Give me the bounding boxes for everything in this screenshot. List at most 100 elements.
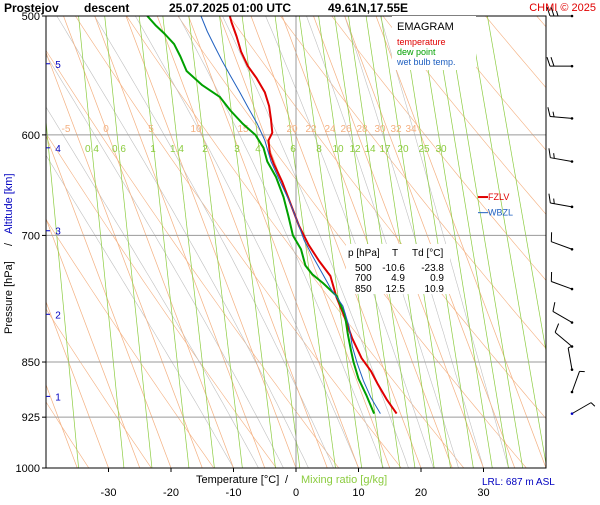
wind-barb-staff: [553, 311, 572, 322]
x-axis-separator: /: [285, 474, 289, 486]
x-tick-label: -30: [101, 487, 117, 499]
mixing-ratio-label: 17: [379, 144, 391, 155]
table-cell-t-850: 12.5: [386, 284, 406, 295]
wind-barb-base: [571, 206, 574, 209]
mixing-ratio-label: 4: [255, 144, 261, 155]
isotherm-label: 26: [340, 124, 352, 135]
mixing-ratio-line: [469, 16, 546, 468]
mixing-ratio-line: [299, 16, 361, 468]
isotherm-line: [126, 16, 296, 468]
isotherm-label: 22: [305, 124, 317, 135]
isotherm-label: 0: [103, 124, 109, 135]
wind-barb: [551, 232, 573, 250]
y-axis-title: Pressure [hPa] / Altitude [km]: [3, 173, 15, 334]
y-tick-label: 500: [22, 11, 40, 23]
wind-barb-half-flag: [591, 403, 595, 407]
y-tick-label: 1000: [16, 463, 40, 475]
wind-barb-base: [571, 65, 574, 68]
wbzl-label: WBZL: [488, 208, 513, 218]
isotherm-label: 30: [374, 124, 386, 135]
wind-barb: [548, 107, 573, 119]
dry-adiabat: [588, 16, 600, 468]
mixing-ratio-line: [348, 16, 415, 468]
summary-table: p [hPa] T Td [°C] 500 -10.6 -23.8 700 4.…: [346, 244, 450, 295]
wind-barb-staff: [550, 158, 572, 162]
table-header-p: p [hPa]: [348, 248, 380, 259]
profile-series: [147, 16, 396, 414]
isotherm-label: 32: [390, 124, 402, 135]
isotherm-label: 34: [405, 124, 417, 135]
table-cell-td-850: 10.9: [425, 284, 445, 295]
wind-barb-flag: [555, 324, 558, 333]
mixing-ratio-line: [189, 16, 243, 468]
moist-adiabat: [179, 16, 384, 468]
isotherm-line: [95, 16, 265, 468]
isotherm-label: 10: [190, 124, 202, 135]
x-tick-label: 10: [352, 487, 364, 499]
mixing-ratio-label: 14: [364, 144, 376, 155]
x-tick-label: -20: [163, 487, 179, 499]
lrl-note: LRL: 687 m ASL: [482, 477, 555, 488]
header-coords: 49.61N,17.55E: [328, 1, 408, 15]
legend: EMAGRAM temperature dew point wet bulb t…: [392, 16, 476, 70]
mixing-ratio-label: 1: [150, 144, 156, 155]
wind-barb-base: [571, 15, 574, 18]
altitude-tick-label: 2: [55, 310, 61, 321]
wind-barb-base: [571, 391, 574, 394]
series-line-dew-point: [147, 16, 374, 414]
isotherm-label: -5: [62, 124, 71, 135]
isotherm-line: [345, 16, 515, 468]
isotherm-label: 5: [148, 124, 154, 135]
mixing-ratio-line: [419, 16, 492, 468]
legend-dew-point: dew point: [397, 47, 436, 57]
wind-barb-base: [571, 160, 574, 163]
mixing-ratio-label: 0.6: [112, 144, 126, 155]
table-header-t: T: [392, 248, 398, 259]
header-datetime: 25.07.2025 01:00 UTC: [169, 1, 291, 15]
mixing-ratio-label: 3: [234, 144, 240, 155]
y-tick-label: 600: [22, 130, 40, 142]
y-tick-label: 850: [22, 357, 40, 369]
fzlv-label: FZLV: [488, 192, 509, 202]
isotherm-label: 15: [237, 124, 249, 135]
legend-wet-bulb: wet bulb temp.: [396, 57, 456, 67]
table-cell-td-700: 0.9: [430, 273, 444, 284]
mixing-ratio-label: 1.4: [170, 144, 184, 155]
mixing-ratio-label: 10: [332, 144, 344, 155]
x-tick-label: 0: [293, 487, 299, 499]
header-mode: descent: [84, 1, 129, 15]
y-tick-label: 925: [22, 412, 40, 424]
mixing-ratio-label: 20: [397, 144, 409, 155]
wind-barb: [551, 272, 573, 290]
isotherm-line: [376, 16, 546, 468]
mixing-ratio-label: 0.4: [85, 144, 99, 155]
table-header-td: Td [°C]: [412, 248, 443, 259]
wind-barb: [571, 403, 595, 415]
mixing-ratio-line: [335, 16, 400, 468]
isotherm-line: [251, 16, 421, 468]
wind-barb-base: [571, 321, 574, 324]
header-copyright: CHMI © 2025: [529, 2, 596, 14]
isotherm-line: [189, 16, 359, 468]
table-cell-p-850: 850: [355, 284, 372, 295]
mixing-ratio-label: 12: [349, 144, 361, 155]
wind-barb-flag: [553, 302, 555, 311]
wind-barb-staff: [550, 203, 572, 207]
mixing-ratio-line: [139, 16, 189, 468]
isotherm-label: 24: [324, 124, 336, 135]
isotherm-label: 28: [356, 124, 368, 135]
moist-adiabat: [266, 16, 434, 468]
wind-barb-half-flag: [554, 153, 555, 158]
mixing-ratio-line: [163, 16, 215, 468]
wind-barb: [571, 371, 585, 393]
mixing-ratio-line: [402, 16, 473, 468]
y-tick-label: 700: [22, 230, 40, 242]
wind-barb-flag: [549, 148, 550, 157]
wind-barb: [568, 346, 573, 371]
table-cell-t-700: 4.9: [391, 273, 405, 284]
isotherm-line: [157, 16, 327, 468]
moist-adiabat: [307, 16, 459, 468]
altitude-tick-label: 3: [55, 227, 61, 238]
